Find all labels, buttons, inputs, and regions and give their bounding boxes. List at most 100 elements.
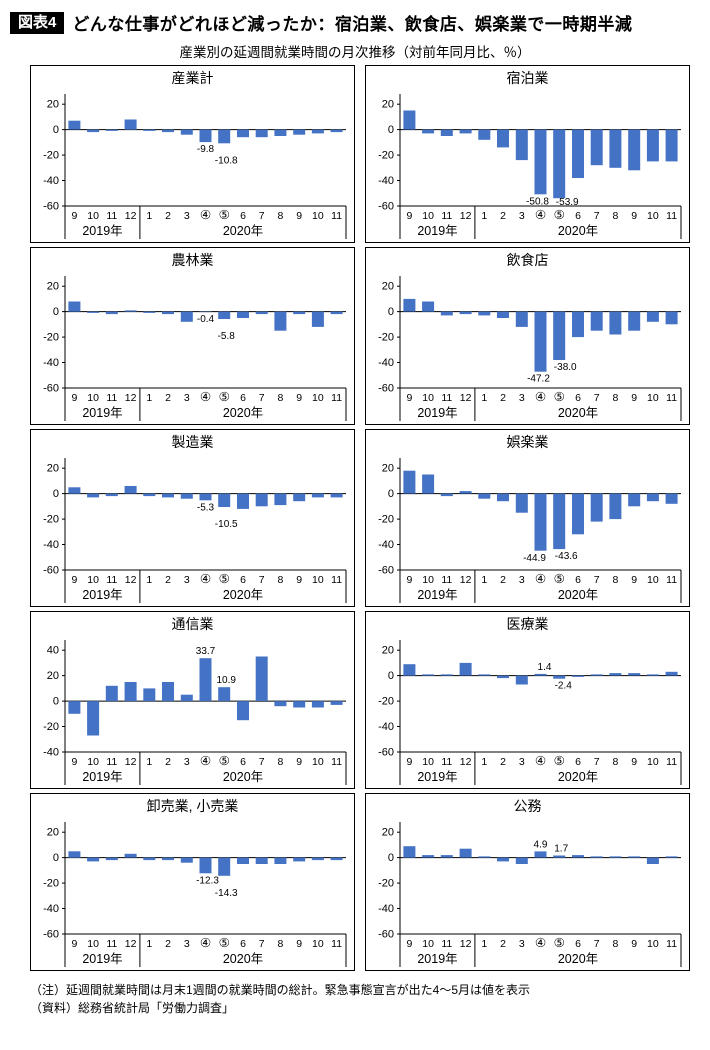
month-label: 11 bbox=[666, 938, 677, 950]
month-label: 2 bbox=[165, 574, 171, 586]
bar bbox=[628, 856, 641, 858]
bar bbox=[293, 129, 306, 135]
month-label: 9 bbox=[71, 392, 77, 404]
y-tick-label: -60 bbox=[378, 929, 394, 941]
bar bbox=[199, 493, 212, 501]
y-tick-label: -60 bbox=[378, 383, 394, 395]
chart-title: 農林業 bbox=[171, 252, 214, 268]
month-label: 9 bbox=[71, 574, 77, 586]
bar bbox=[459, 129, 472, 134]
bar bbox=[515, 675, 528, 685]
figure-title: どんな仕事がどれほど減ったか：宿泊業、飲食店、娯楽業で一時期半減 bbox=[72, 15, 633, 34]
y-tick-label: -40 bbox=[43, 357, 59, 369]
value-label: -2.4 bbox=[555, 681, 573, 692]
month-label: 11 bbox=[106, 756, 117, 768]
bar bbox=[218, 311, 231, 319]
bar bbox=[124, 310, 137, 312]
value-label: -10.5 bbox=[215, 519, 238, 530]
bar bbox=[590, 129, 603, 166]
month-label: 1 bbox=[481, 756, 487, 768]
month-label: 3 bbox=[184, 756, 190, 768]
bar bbox=[311, 311, 324, 327]
y-tick-label: -40 bbox=[378, 903, 394, 915]
bar bbox=[534, 129, 547, 195]
figure-subtitle: 産業別の延週間就業時間の月次推移（対前年同月比、％） bbox=[179, 45, 531, 60]
month-label: ⑤ bbox=[554, 936, 565, 950]
y-tick-label: -20 bbox=[43, 721, 59, 733]
month-label: 11 bbox=[331, 392, 342, 404]
month-label: 10 bbox=[422, 574, 434, 586]
month-label: 3 bbox=[184, 210, 190, 222]
bar bbox=[572, 675, 584, 677]
bar bbox=[330, 857, 343, 861]
bar bbox=[459, 491, 472, 494]
bar bbox=[497, 857, 509, 862]
bar bbox=[665, 493, 678, 504]
month-label: 10 bbox=[87, 392, 99, 404]
bar bbox=[553, 675, 566, 679]
month-label: 2 bbox=[500, 392, 506, 404]
bar bbox=[515, 857, 528, 864]
bar bbox=[646, 857, 659, 864]
month-label: 7 bbox=[259, 938, 265, 950]
month-label: 10 bbox=[312, 574, 324, 586]
bar bbox=[68, 851, 81, 858]
chart-plot: 200-20-40-60-0.4-5.89 10 11 12 1 2 3 ④ ⑤ 6 7 8 9 10 11… bbox=[43, 276, 347, 421]
bar bbox=[180, 857, 193, 863]
year-label-2019: 2019年 bbox=[82, 770, 122, 784]
month-label: 10 bbox=[87, 938, 99, 950]
year-label-2020: 2020年 bbox=[558, 406, 598, 420]
month-label: 1 bbox=[146, 938, 152, 950]
month-label: 10 bbox=[422, 938, 434, 950]
footnotes: （注）延週間就業時間は月末1週間の就業時間の総計。緊急事態宣言が出た4～5月は値… bbox=[30, 981, 710, 1017]
month-label: 11 bbox=[441, 938, 452, 950]
bar bbox=[274, 311, 287, 331]
month-label: 10 bbox=[312, 938, 324, 950]
bar bbox=[553, 129, 566, 199]
bar bbox=[515, 311, 528, 327]
month-label: 9 bbox=[71, 210, 77, 222]
bar bbox=[255, 493, 268, 507]
month-label: 11 bbox=[441, 574, 452, 586]
bar bbox=[590, 493, 603, 522]
y-tick-label: 0 bbox=[388, 488, 394, 500]
bar bbox=[440, 311, 453, 316]
bar bbox=[311, 129, 324, 134]
chart-plot: 200-20-40-60 -50.8 -53.99 10 11 12 1 2 3 ④ ⑤ 6 7 8 9 10… bbox=[378, 94, 682, 239]
bar bbox=[403, 298, 416, 312]
month-label: 9 bbox=[406, 938, 412, 950]
bar bbox=[218, 857, 231, 876]
bar bbox=[422, 474, 435, 494]
y-tick-label: 40 bbox=[47, 645, 59, 657]
chart-panel-4: 飲食店 20 0 -20 -40 -60 -47.2 -38.0 9 10 11 12 1 2 3 ④ ⑤ 6 7 8… bbox=[365, 247, 690, 425]
bar bbox=[199, 311, 212, 313]
bar bbox=[497, 675, 509, 679]
month-label: ⑤ bbox=[219, 754, 230, 768]
y-tick-label: -20 bbox=[378, 332, 394, 344]
y-tick-label: 0 bbox=[53, 124, 59, 136]
bar bbox=[87, 857, 100, 862]
bar bbox=[646, 311, 659, 322]
y-tick-label: 0 bbox=[388, 124, 394, 136]
chart-title: 宿泊業 bbox=[506, 70, 549, 86]
bar bbox=[274, 701, 287, 707]
month-label: ④ bbox=[200, 208, 211, 222]
bar bbox=[143, 129, 156, 131]
value-label: -53.9 bbox=[556, 197, 579, 208]
y-tick-label: -40 bbox=[43, 175, 59, 187]
month-label: 3 bbox=[184, 938, 190, 950]
bar bbox=[274, 493, 287, 506]
month-label: 6 bbox=[240, 574, 246, 586]
bar bbox=[459, 848, 472, 858]
bar bbox=[609, 673, 622, 676]
month-label: 10 bbox=[87, 574, 99, 586]
bar bbox=[311, 493, 324, 498]
bar bbox=[665, 311, 678, 325]
month-label: 11 bbox=[106, 392, 117, 404]
month-label: ④ bbox=[200, 572, 211, 586]
y-tick-label: -40 bbox=[378, 721, 394, 733]
y-tick-label: -20 bbox=[43, 150, 59, 162]
bar bbox=[293, 311, 306, 315]
figure-header: 図表4 どんな仕事がどれほど減ったか：宿泊業、飲食店、娯楽業で一時期半減 bbox=[10, 10, 700, 35]
bar bbox=[180, 694, 193, 702]
